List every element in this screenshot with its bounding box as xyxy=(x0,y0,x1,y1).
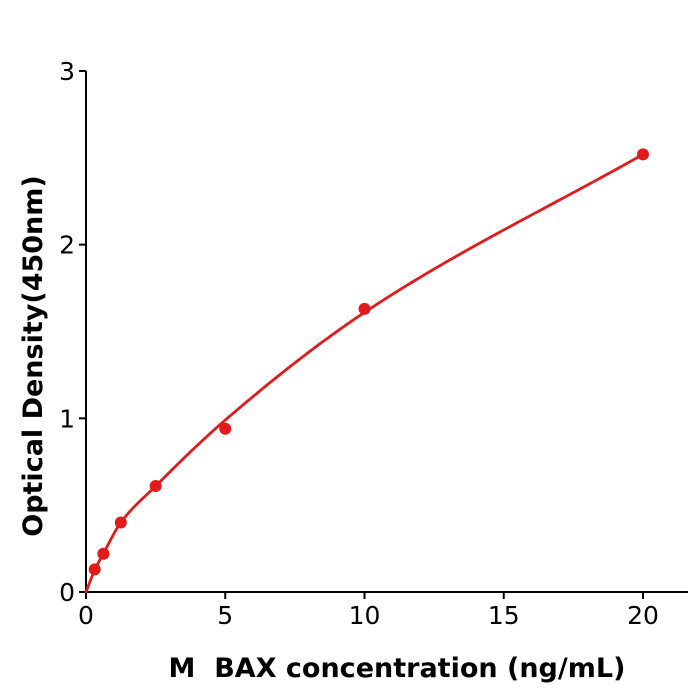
x-tick-label: 10 xyxy=(349,601,381,630)
x-tick-label: 0 xyxy=(78,601,94,630)
axis-tick-labels: 0 5 10 15 20 0 1 2 3 xyxy=(59,57,659,630)
y-tick-label: 1 xyxy=(59,404,75,433)
y-tick-label: 3 xyxy=(59,57,75,86)
data-point xyxy=(219,422,232,435)
data-point xyxy=(637,148,649,161)
data-points xyxy=(88,148,649,576)
x-tick-label: 5 xyxy=(217,601,233,630)
data-point xyxy=(149,480,162,493)
y-tick-label: 0 xyxy=(59,578,75,607)
x-tick-label: 15 xyxy=(488,601,520,630)
axes xyxy=(79,69,688,599)
data-point xyxy=(97,547,110,560)
x-tick-label: 20 xyxy=(627,601,659,630)
data-point xyxy=(88,563,101,576)
y-axis-title: Optical Density(450nm) xyxy=(18,175,49,537)
y-tick-label: 2 xyxy=(59,231,75,260)
data-point xyxy=(358,302,371,315)
data-point xyxy=(114,516,127,529)
x-axis-title: M BAX concentration (ng/mL) xyxy=(169,653,626,684)
